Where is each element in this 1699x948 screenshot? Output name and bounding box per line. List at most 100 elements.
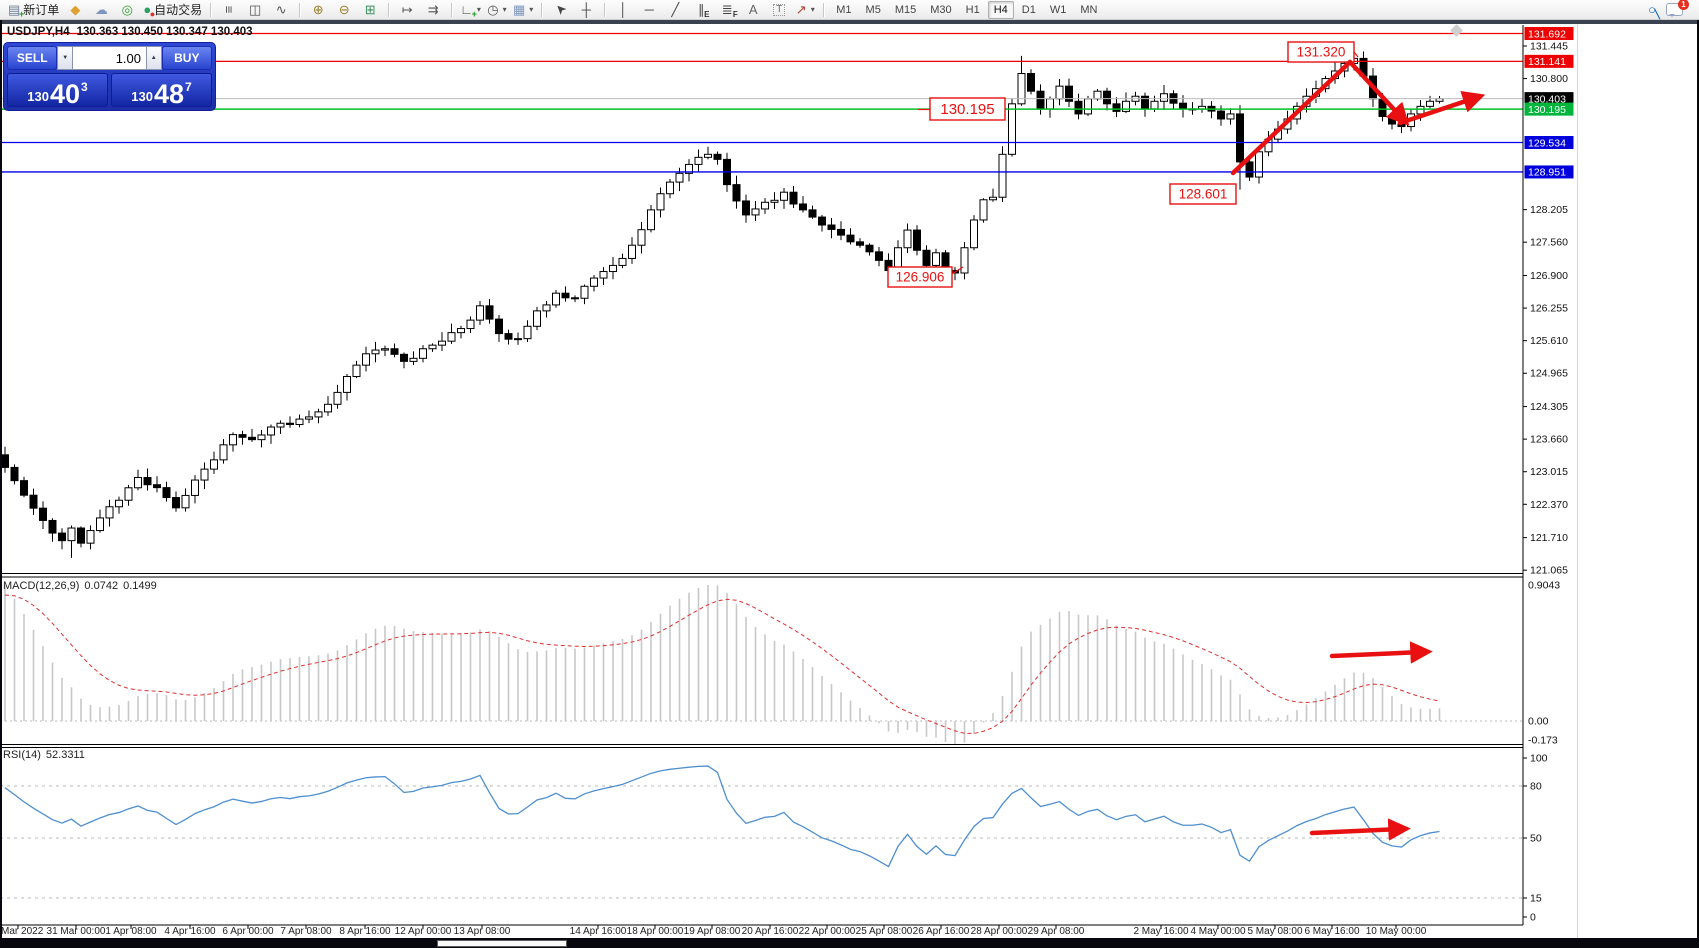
fibonacci-icon: ≣ F	[721, 2, 738, 19]
auto-scroll-button[interactable]: ↦	[395, 1, 419, 19]
tile-windows-button[interactable]: ⊞	[358, 1, 382, 19]
candlestick-chart-button[interactable]: ◫	[243, 1, 267, 19]
open-chart-button[interactable]: ◆	[63, 1, 87, 19]
timeframe-m1-button[interactable]: M1	[836, 3, 852, 16]
dropdown-caret-icon[interactable]: ▾	[476, 5, 481, 14]
dropdown-caret-icon[interactable]: ▾	[810, 5, 815, 14]
svg-text:129.534: 129.534	[1528, 137, 1566, 149]
svg-text:0.9043: 0.9043	[1528, 580, 1560, 592]
cloud-sync-button[interactable]: ☁	[89, 1, 113, 19]
svg-text:26 Apr 16:00: 26 Apr 16:00	[913, 926, 970, 937]
sell-price-pips: 40	[49, 78, 81, 109]
periods-button[interactable]: ◷ ▾	[485, 1, 509, 19]
timeframe-m15-button[interactable]: M15	[894, 3, 917, 16]
analyst-annotations[interactable]: 130.195 131.320 128.601 126.906	[887, 41, 1486, 841]
cursor-button[interactable]: ➤	[548, 0, 572, 18]
svg-text:25 Apr 08:00: 25 Apr 08:00	[856, 926, 913, 937]
timeframe-w1-button[interactable]: W1	[1049, 3, 1067, 16]
volume-decrease-button[interactable]: ▼	[57, 46, 73, 70]
timeframe-d1-button[interactable]: D1	[1021, 3, 1036, 16]
line-chart-button[interactable]: ∿	[269, 1, 293, 19]
timeframe-mn-button[interactable]: MN	[1080, 3, 1098, 16]
search-icon: ○ ╲	[1648, 2, 1660, 19]
indicators-button[interactable]: ∟ + ▾	[458, 1, 483, 19]
overlay-glyph: +	[19, 9, 25, 19]
notifications-button[interactable]: 1	[1666, 0, 1689, 17]
arrows-icon: ↗	[795, 2, 807, 17]
zoom-out-button[interactable]: ⊖	[332, 1, 356, 19]
chart-canvas[interactable]: 131.445 130.800 128.205 127.560 126.900 126.2…	[0, 22, 1699, 938]
buy-price-figure: 130	[131, 89, 153, 104]
svg-text:130.195: 130.195	[1528, 104, 1566, 116]
svg-text:80: 80	[1530, 781, 1542, 793]
svg-text:122.370: 122.370	[1530, 499, 1568, 511]
bar-chart-button[interactable]: ≡	[217, 1, 241, 19]
fibonacci-button[interactable]: ≣ F	[715, 1, 739, 19]
tile-windows-icon: ⊞	[364, 2, 376, 17]
horizontal-line-button[interactable]: ─	[637, 1, 661, 19]
new-order-label: 新订单	[23, 3, 60, 17]
trend-arrow	[1329, 641, 1433, 664]
trendline-button[interactable]: ╱	[663, 1, 687, 19]
volume-increase-button[interactable]: ▲	[146, 46, 162, 70]
vertical-line-button[interactable]: │	[611, 1, 635, 19]
toolbar: ▤ + 新订单 ◆ ☁ ◎ ● ● 自动交易 ≡ ◫ ∿ ⊕ ⊖ ⊞ ↦ ⇉ ∟ + ▾ ◷ ▾ ▦ ▾ ➤ ┼ │ ─ ╱ ∥ E ≣ F A T…	[0, 0, 1699, 20]
autotrading-label: 自动交易	[154, 3, 203, 17]
trend-arrow	[1230, 59, 1353, 176]
zoom-in-button[interactable]: ⊕	[306, 1, 330, 19]
search-button[interactable]: ○ ╲	[1640, 1, 1664, 19]
text-button[interactable]: A	[741, 1, 765, 19]
svg-text:12 Apr 00:00: 12 Apr 00:00	[395, 926, 452, 937]
new-order-button[interactable]: ▤ + 新订单	[6, 1, 61, 19]
chart-shift-icon: ⇉	[427, 2, 439, 17]
svg-text:9 Mar 2022: 9 Mar 2022	[0, 926, 44, 937]
text-label-button[interactable]: T	[767, 1, 791, 19]
svg-text:131.445: 131.445	[1530, 41, 1568, 53]
toolbar-separator	[388, 2, 390, 17]
timeframe-m5-button[interactable]: M5	[865, 3, 881, 16]
toolbar-separator	[299, 2, 301, 17]
svg-text:5 May 08:00: 5 May 08:00	[1247, 926, 1302, 937]
svg-text:20 Apr 16:00: 20 Apr 16:00	[742, 926, 799, 937]
horizontal-level-lines[interactable]	[0, 32, 1523, 173]
buy-button[interactable]: BUY	[161, 46, 212, 70]
macd-indicator-label: MACD(12,26,9) 0.0742 0.1499	[3, 580, 162, 592]
dropdown-caret-icon[interactable]: ▾	[502, 5, 507, 14]
autotrading-button[interactable]: ● ● 自动交易	[141, 1, 204, 19]
svg-text:127.560: 127.560	[1530, 237, 1568, 249]
pane-frame[interactable]	[0, 25, 1524, 926]
svg-text:123.015: 123.015	[1530, 466, 1568, 478]
arrows-button[interactable]: ↗ ▾	[793, 1, 817, 19]
buy-price-display[interactable]: 130 48 7	[111, 73, 212, 107]
svg-text:1 Apr 08:00: 1 Apr 08:00	[105, 926, 157, 937]
svg-text:18 Apr 00:00: 18 Apr 00:00	[627, 926, 684, 937]
svg-text:29 Apr 08:00: 29 Apr 08:00	[1028, 926, 1085, 937]
trend-arrow	[1309, 818, 1411, 841]
periods-icon: ◷	[487, 2, 499, 17]
dropdown-caret-icon[interactable]: ▾	[529, 5, 534, 14]
vertical-line-icon: │	[619, 2, 628, 17]
signals-button[interactable]: ◎	[115, 1, 139, 19]
equidistant-channel-button[interactable]: ∥ E	[689, 1, 713, 19]
svg-text:131.320: 131.320	[1297, 45, 1346, 60]
chart-shift-button[interactable]: ⇉	[421, 1, 445, 19]
toolbar-separator	[451, 2, 453, 17]
timeframe-h1-button[interactable]: H1	[965, 3, 980, 16]
timeframe-h4-button[interactable]: H4	[987, 0, 1014, 19]
svg-text:121.065: 121.065	[1530, 565, 1568, 577]
price-scale[interactable]: 131.445 130.800 128.205 127.560 126.900 126.2…	[1523, 27, 1574, 924]
sell-price-display[interactable]: 130 40 3	[7, 73, 108, 107]
price-annotation-box	[929, 97, 1006, 121]
templates-button[interactable]: ▦ ▾	[511, 1, 535, 19]
volume-input[interactable]	[73, 46, 146, 70]
window-bottom-handle[interactable]	[437, 940, 567, 947]
crosshair-button[interactable]: ┼	[574, 1, 598, 19]
candlestick-series	[1, 51, 1444, 558]
sell-button[interactable]: SELL	[7, 46, 58, 70]
svg-text:124.305: 124.305	[1530, 401, 1568, 413]
timeframe-m30-button[interactable]: M30	[930, 3, 952, 16]
svg-text:123.660: 123.660	[1530, 434, 1568, 446]
trend-arrow	[1397, 91, 1486, 126]
overlay-glyph: ●	[149, 9, 156, 19]
